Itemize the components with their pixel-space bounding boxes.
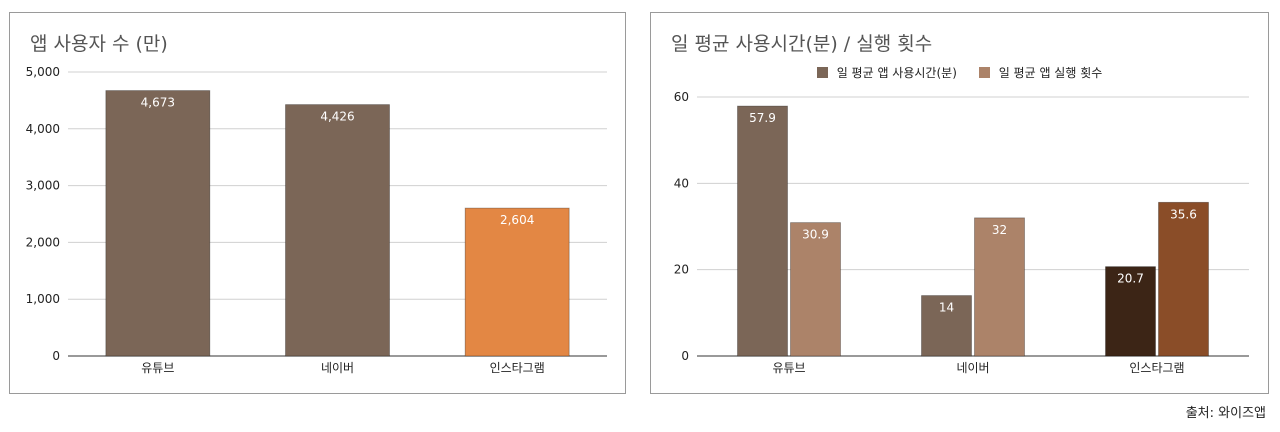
data-label: 4,673 — [141, 96, 175, 110]
y-tick-label: 40 — [674, 176, 689, 190]
data-label: 30.9 — [802, 228, 829, 242]
legend-label: 일 평균 앱 실행 횟수 — [998, 66, 1103, 80]
data-label: 32 — [992, 223, 1007, 237]
bar — [105, 90, 211, 357]
legend-swatch — [816, 67, 828, 78]
x-tick-label: 유튜브 — [141, 361, 174, 375]
y-tick-label: 4,000 — [26, 122, 60, 136]
usage-chart-panel: 일 평균 사용시간(분) / 실행 횟수 일 평균 앱 사용시간(분) 일 평균… — [650, 12, 1269, 394]
source-note: 출처: 와이즈앱 — [1185, 406, 1266, 421]
legend-item-usage-time: 일 평균 앱 사용시간(분) — [816, 64, 957, 81]
data-label: 57.9 — [749, 111, 776, 125]
chart-legend: 일 평균 앱 사용시간(분) 일 평균 앱 실행 횟수 — [651, 64, 1268, 81]
user-count-chart: 0 1,000 2,000 3,000 4,000 5,000 4,673 유튜브 4,426 네… — [26, 65, 607, 375]
y-tick-label: 0 — [52, 349, 60, 363]
data-label: 20.7 — [1117, 272, 1144, 286]
y-tick-label: 2,000 — [26, 235, 60, 249]
bar — [790, 222, 841, 357]
legend-swatch — [978, 67, 990, 78]
x-tick-label: 네이버 — [956, 361, 989, 375]
y-tick-label: 20 — [674, 263, 689, 277]
y-tick-label: 3,000 — [26, 179, 60, 193]
bar — [1158, 201, 1209, 357]
data-label: 4,426 — [320, 110, 354, 124]
bar — [285, 104, 390, 357]
bar — [737, 105, 788, 357]
user-count-chart-panel: 앱 사용자 수 (만) 0 1,000 2,000 3,000 4,000 5,000 4,… — [9, 12, 626, 394]
bar — [921, 295, 972, 357]
chart-title: 앱 사용자 수 (만) — [30, 33, 168, 55]
legend-item-launch-count: 일 평균 앱 실행 횟수 — [978, 64, 1103, 81]
x-tick-label: 인스타그램 — [1129, 361, 1184, 375]
data-label: 35.6 — [1170, 207, 1197, 221]
data-label: 2,604 — [500, 213, 534, 227]
bar — [1105, 266, 1156, 357]
data-label: 14 — [939, 301, 954, 315]
x-tick-label: 유튜브 — [772, 361, 805, 375]
y-tick-label: 0 — [681, 349, 689, 363]
x-tick-label: 네이버 — [321, 361, 354, 375]
y-tick-label: 1,000 — [26, 292, 60, 306]
chart-title: 일 평균 사용시간(분) / 실행 횟수 — [671, 33, 933, 55]
x-tick-label: 인스타그램 — [490, 361, 545, 375]
y-tick-label: 60 — [674, 90, 689, 104]
bar — [464, 207, 570, 357]
bar — [974, 217, 1025, 357]
usage-chart: 0 20 40 60 57.9 30.9 유튜브 14 32 네이버 20.7 35.6 인스타그램 — [674, 90, 1249, 375]
y-tick-label: 5,000 — [26, 65, 60, 79]
legend-label: 일 평균 앱 사용시간(분) — [836, 66, 957, 80]
